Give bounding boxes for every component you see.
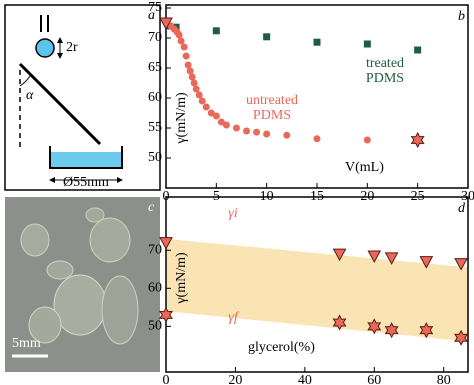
series-label: untreated PDMS <box>245 93 299 123</box>
y-tick-label: 60 <box>148 90 162 105</box>
point <box>212 112 220 120</box>
band <box>166 238 468 342</box>
point <box>212 27 220 35</box>
point <box>192 85 200 93</box>
x-axis-label: glycerol(%) <box>248 340 315 355</box>
point <box>367 318 382 335</box>
point <box>384 252 399 265</box>
dish-label: Ø55mm <box>63 175 109 190</box>
series-label: γf <box>228 310 238 325</box>
angle-label: α <box>26 88 34 103</box>
setup-diagram: a 2r α Ø55mm <box>4 4 161 191</box>
point <box>419 256 434 269</box>
point <box>332 248 347 262</box>
point <box>263 33 271 41</box>
point <box>243 127 251 135</box>
x-tick-label: 40 <box>298 373 312 385</box>
point <box>367 250 382 264</box>
point <box>222 121 230 129</box>
point <box>253 128 261 136</box>
y-axis-label: γ(mN/m) <box>174 92 189 145</box>
point <box>188 73 196 81</box>
radius-label: 2r <box>66 40 78 55</box>
y-tick-label: 65 <box>148 60 162 75</box>
point <box>263 130 271 138</box>
point <box>332 314 347 331</box>
point <box>313 135 321 143</box>
y-tick-label: 50 <box>148 319 162 334</box>
y-tick-label: 70 <box>148 30 162 45</box>
point <box>190 79 198 87</box>
point <box>180 43 188 51</box>
point <box>313 38 321 46</box>
point <box>207 109 215 117</box>
point <box>410 131 425 149</box>
series-label: treated PDMS <box>365 56 405 86</box>
y-tick-label: 70 <box>148 242 162 257</box>
point <box>182 52 190 60</box>
point <box>184 61 192 69</box>
point <box>414 46 422 54</box>
x-axis-label: V(mL) <box>345 160 384 175</box>
panel-label: d <box>458 201 466 216</box>
point <box>363 40 371 48</box>
point <box>217 118 225 126</box>
series-label: γi <box>228 206 238 221</box>
panel-label: c <box>148 200 155 215</box>
point <box>454 258 468 271</box>
panel-label: a <box>148 8 155 23</box>
point <box>454 329 469 346</box>
point <box>186 67 194 75</box>
point <box>177 37 185 45</box>
point <box>195 91 203 99</box>
panel-label: b <box>458 9 465 24</box>
point <box>419 322 434 339</box>
y-axis-label: γ(mN/m) <box>174 252 189 305</box>
x-tick-label: 80 <box>437 373 451 385</box>
point <box>158 306 174 323</box>
x-tick-label: 20 <box>228 373 242 385</box>
point <box>159 237 173 250</box>
point <box>363 136 371 144</box>
point <box>198 97 206 105</box>
y-tick-label: 75 <box>148 0 162 15</box>
x-tick-label: 60 <box>367 373 381 385</box>
photo: 5mm c <box>5 197 160 372</box>
scale-label: 5mm <box>12 336 41 351</box>
x-tick-label: 0 <box>163 373 170 385</box>
plot-frame <box>165 196 469 373</box>
point <box>283 131 291 139</box>
point <box>232 124 240 132</box>
point <box>202 103 210 111</box>
plot-frame <box>165 4 469 189</box>
y-tick-label: 60 <box>148 281 162 296</box>
y-tick-label: 50 <box>148 150 162 165</box>
point <box>159 17 173 31</box>
point <box>384 322 399 339</box>
point <box>175 31 183 39</box>
y-tick-label: 55 <box>148 120 162 135</box>
